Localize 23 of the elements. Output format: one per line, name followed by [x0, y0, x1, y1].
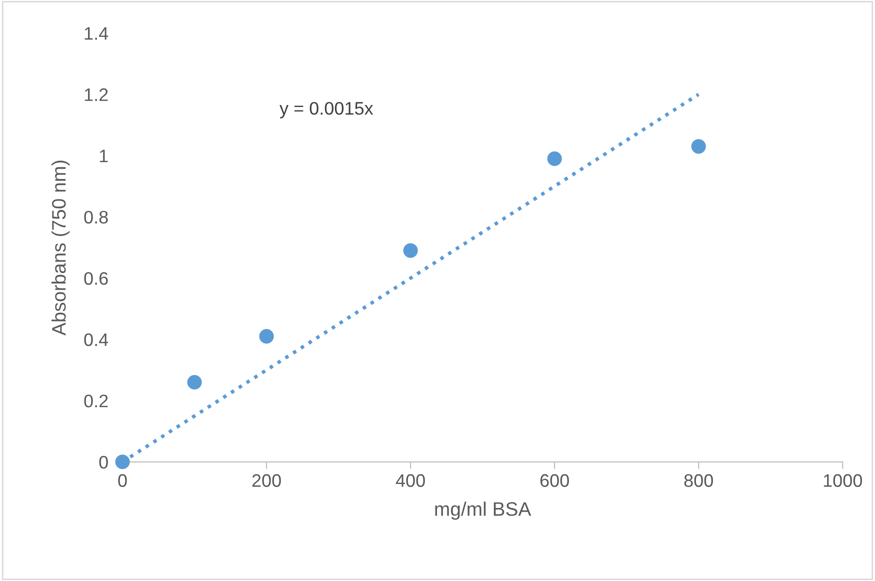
x-tick-label: 0	[118, 474, 127, 487]
x-axis-title: mg/ml BSA	[435, 502, 532, 520]
y-tick-label: 0.8	[84, 210, 108, 224]
annotation: y = 0.0015x	[280, 102, 374, 118]
y-tick-label: 1.4	[84, 27, 108, 40]
point	[187, 374, 202, 390]
point	[259, 329, 274, 344]
y-tick-label: 1	[100, 150, 108, 162]
y-axis-title: Absorbans (750 nm)	[52, 160, 70, 336]
point	[691, 139, 706, 154]
y-tick-label: 0	[99, 456, 108, 469]
point	[115, 454, 130, 470]
x-tick-label: 800	[684, 474, 713, 487]
y-tick-label: 0.4	[84, 333, 108, 346]
point	[403, 243, 418, 258]
y-tick-label: 1.2	[84, 88, 108, 101]
y-tick-label: 0.6	[84, 272, 108, 285]
x-tick-label: 200	[252, 474, 281, 487]
x-tick-label: 600	[540, 474, 569, 487]
point	[547, 151, 562, 166]
x-tick-label: 400	[396, 474, 425, 487]
x-tick-label: 1000	[824, 474, 862, 487]
y-tick-label: 0.2	[84, 394, 108, 408]
